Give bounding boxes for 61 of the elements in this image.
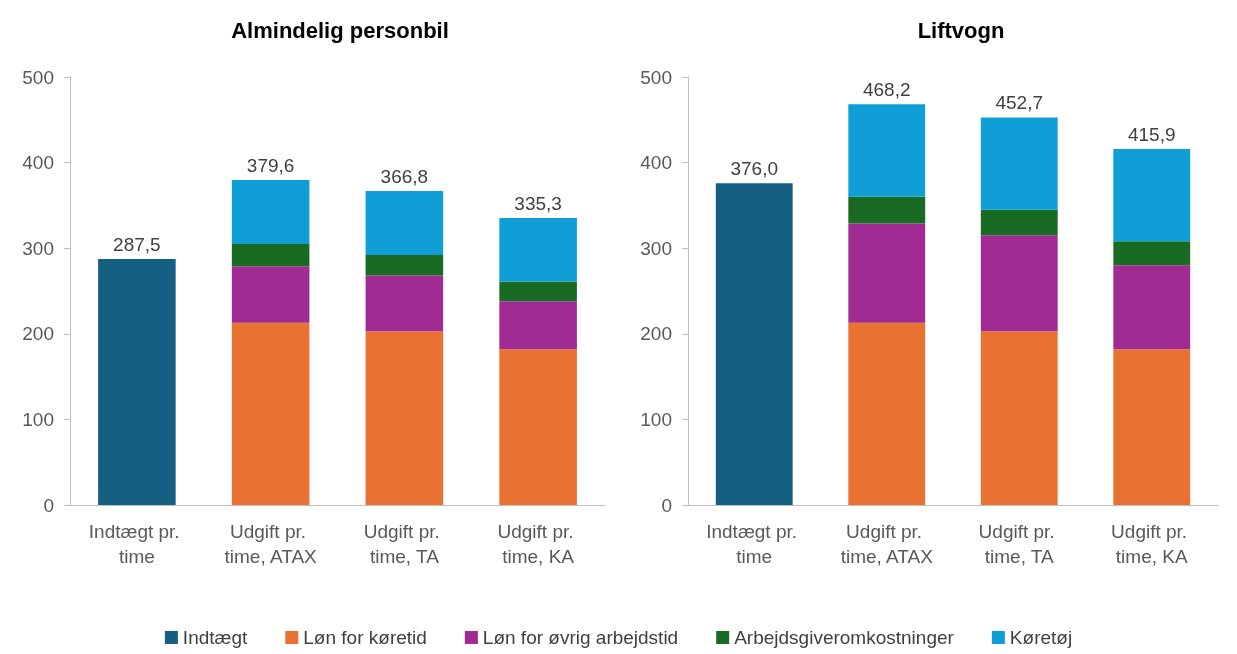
y-tick-label: 500 xyxy=(22,66,54,88)
x-tick-label: Udgift pr. time, TA xyxy=(363,521,446,567)
chart-title: Liftvogn xyxy=(917,17,1005,43)
y-tick-label: 0 xyxy=(661,494,672,516)
y-tick-label: 300 xyxy=(22,237,54,259)
legend-label: Løn for køretid xyxy=(303,627,427,648)
bar xyxy=(98,258,176,505)
bar xyxy=(231,266,310,323)
bar xyxy=(980,209,1058,236)
bar xyxy=(499,349,577,505)
total-label: 287,5 xyxy=(113,233,161,255)
bar xyxy=(980,235,1058,332)
y-tick-label: 100 xyxy=(640,408,672,430)
bar xyxy=(848,223,926,323)
y-tick-label: 500 xyxy=(640,66,672,88)
bar xyxy=(231,322,310,505)
x-tick-label: Udgift pr. time, ATAX xyxy=(224,521,318,567)
bar xyxy=(848,196,926,224)
bar xyxy=(499,301,577,350)
y-tick-label: 200 xyxy=(22,323,54,345)
chart-title: Almindelig personbil xyxy=(231,17,449,43)
bar xyxy=(848,322,926,505)
bar xyxy=(499,217,577,282)
bar xyxy=(365,255,444,276)
bar xyxy=(1113,148,1191,242)
bar xyxy=(1113,349,1191,505)
legend-label: Arbejdsgiveromkostninger xyxy=(734,627,955,648)
bar xyxy=(1113,241,1191,266)
x-tick-label: Indtægt pr. time xyxy=(88,521,185,567)
legend-label: Løn for øvrig arbejdstid xyxy=(482,627,679,648)
bar xyxy=(980,331,1058,505)
bar xyxy=(715,183,793,505)
total-label: 366,8 xyxy=(380,166,429,188)
x-tick-label: Udgift pr. time, KA xyxy=(497,521,579,567)
legend-label: Indtægt xyxy=(182,627,249,648)
x-tick-label: Udgift pr. time, TA xyxy=(978,521,1060,567)
total-label: 379,6 xyxy=(246,155,295,177)
bar xyxy=(365,191,444,256)
y-tick-label: 200 xyxy=(640,323,672,345)
bar xyxy=(1113,265,1191,350)
bar xyxy=(365,275,444,332)
y-tick-label: 100 xyxy=(22,408,54,430)
y-tick-label: 0 xyxy=(43,494,54,516)
total-label: 335,3 xyxy=(514,192,562,214)
total-label: 452,7 xyxy=(995,92,1044,114)
bar xyxy=(499,281,577,302)
x-tick-label: Indtægt pr. time xyxy=(706,521,803,567)
y-tick-label: 300 xyxy=(640,237,672,259)
bar xyxy=(848,104,926,197)
x-tick-label: Udgift pr. time, KA xyxy=(1111,521,1193,567)
total-label: 468,2 xyxy=(862,79,911,101)
x-tick-label: Udgift pr. time, ATAX xyxy=(840,521,934,567)
total-label: 415,9 xyxy=(1127,123,1176,145)
y-tick-label: 400 xyxy=(22,152,54,174)
bar xyxy=(365,331,444,505)
bar xyxy=(231,180,310,244)
bar xyxy=(980,117,1058,210)
legend-label: Køretøj xyxy=(1009,627,1073,648)
bar xyxy=(231,243,310,267)
y-tick-label: 400 xyxy=(640,152,672,174)
total-label: 376,0 xyxy=(730,158,779,180)
